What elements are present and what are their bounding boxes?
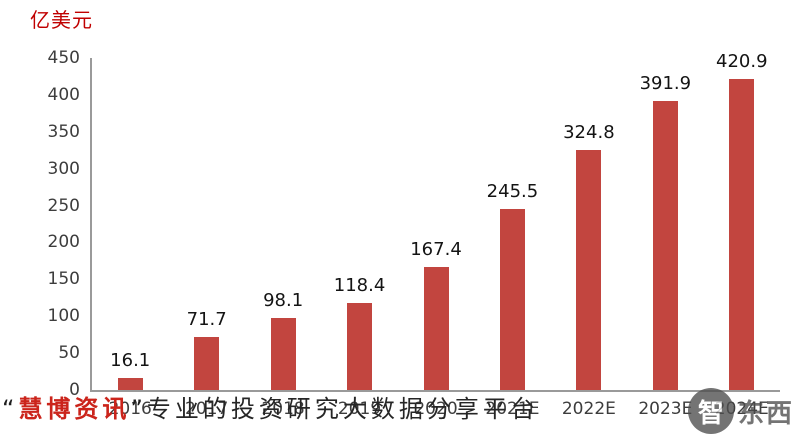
- x-tick-label-2017: 2017: [185, 399, 229, 419]
- bar-2018: [270, 317, 296, 390]
- x-tick-label-2016: 2016: [108, 399, 152, 419]
- zhidx-logo: 智 东西: [687, 388, 794, 434]
- watermark-tagline: 专业的投资研究大数据分享平台: [146, 395, 539, 423]
- bar-2020: [423, 266, 449, 390]
- bar-2024E: [729, 79, 755, 390]
- zhidx-logo-badge: 智: [687, 388, 734, 434]
- value-label-2022E: 324.8: [563, 122, 615, 144]
- bar-2019: [347, 302, 373, 390]
- y-tick-label-50: 50: [58, 343, 80, 364]
- x-tick-label-2022E: 2022E: [561, 399, 616, 419]
- bar-2023E: [652, 100, 678, 390]
- watermark-brand: 慧博资讯: [18, 395, 131, 423]
- y-tick-label-300: 300: [47, 158, 80, 179]
- y-tick-label-250: 250: [47, 195, 80, 216]
- value-label-2016: 16.1: [110, 350, 151, 372]
- watermark-open-quote: “: [2, 395, 19, 423]
- y-axis-title: 亿美元: [30, 8, 93, 32]
- plot-area: 16.1 2016 71.7 2017 98.1 2018 118.4 2019 167.4 20…: [48, 48, 780, 419]
- bar-2022E: [576, 150, 602, 390]
- bar-2017: [194, 337, 220, 390]
- zhidx-logo-badge-char: 智: [697, 398, 724, 429]
- value-label-2020: 167.4: [410, 238, 462, 260]
- zhidx-logo-text: 东西: [737, 398, 794, 429]
- x-tick-label-2023E: 2023E: [638, 399, 693, 419]
- value-label-2018: 98.1: [263, 289, 304, 311]
- bar-2021E: [499, 208, 525, 390]
- y-tick-label-450: 450: [47, 48, 80, 68]
- y-tick-label-100: 100: [47, 306, 80, 327]
- y-tick-label-0: 0: [69, 380, 80, 400]
- y-tick-label-400: 400: [47, 84, 80, 105]
- bar-2016: [117, 378, 143, 390]
- x-tick-label-2018: 2018: [261, 399, 305, 419]
- value-label-2024E: 420.9: [716, 51, 768, 73]
- x-tick-label-2021E: 2021E: [485, 399, 540, 419]
- y-tick-label-200: 200: [47, 232, 80, 253]
- value-label-2017: 71.7: [186, 309, 227, 331]
- x-tick-label-2020: 2020: [414, 399, 458, 419]
- x-tick-label-2019: 2019: [337, 399, 382, 419]
- value-label-2019: 118.4: [333, 274, 386, 296]
- value-label-2021E: 245.5: [486, 180, 539, 202]
- watermark-close-quote: ”: [130, 395, 147, 423]
- value-label-2023E: 391.9: [639, 72, 692, 94]
- y-tick-label-150: 150: [47, 269, 80, 290]
- watermark: “慧博资讯”专业的投资研究大数据分享平台: [2, 394, 539, 425]
- y-tick-label-350: 350: [47, 121, 80, 142]
